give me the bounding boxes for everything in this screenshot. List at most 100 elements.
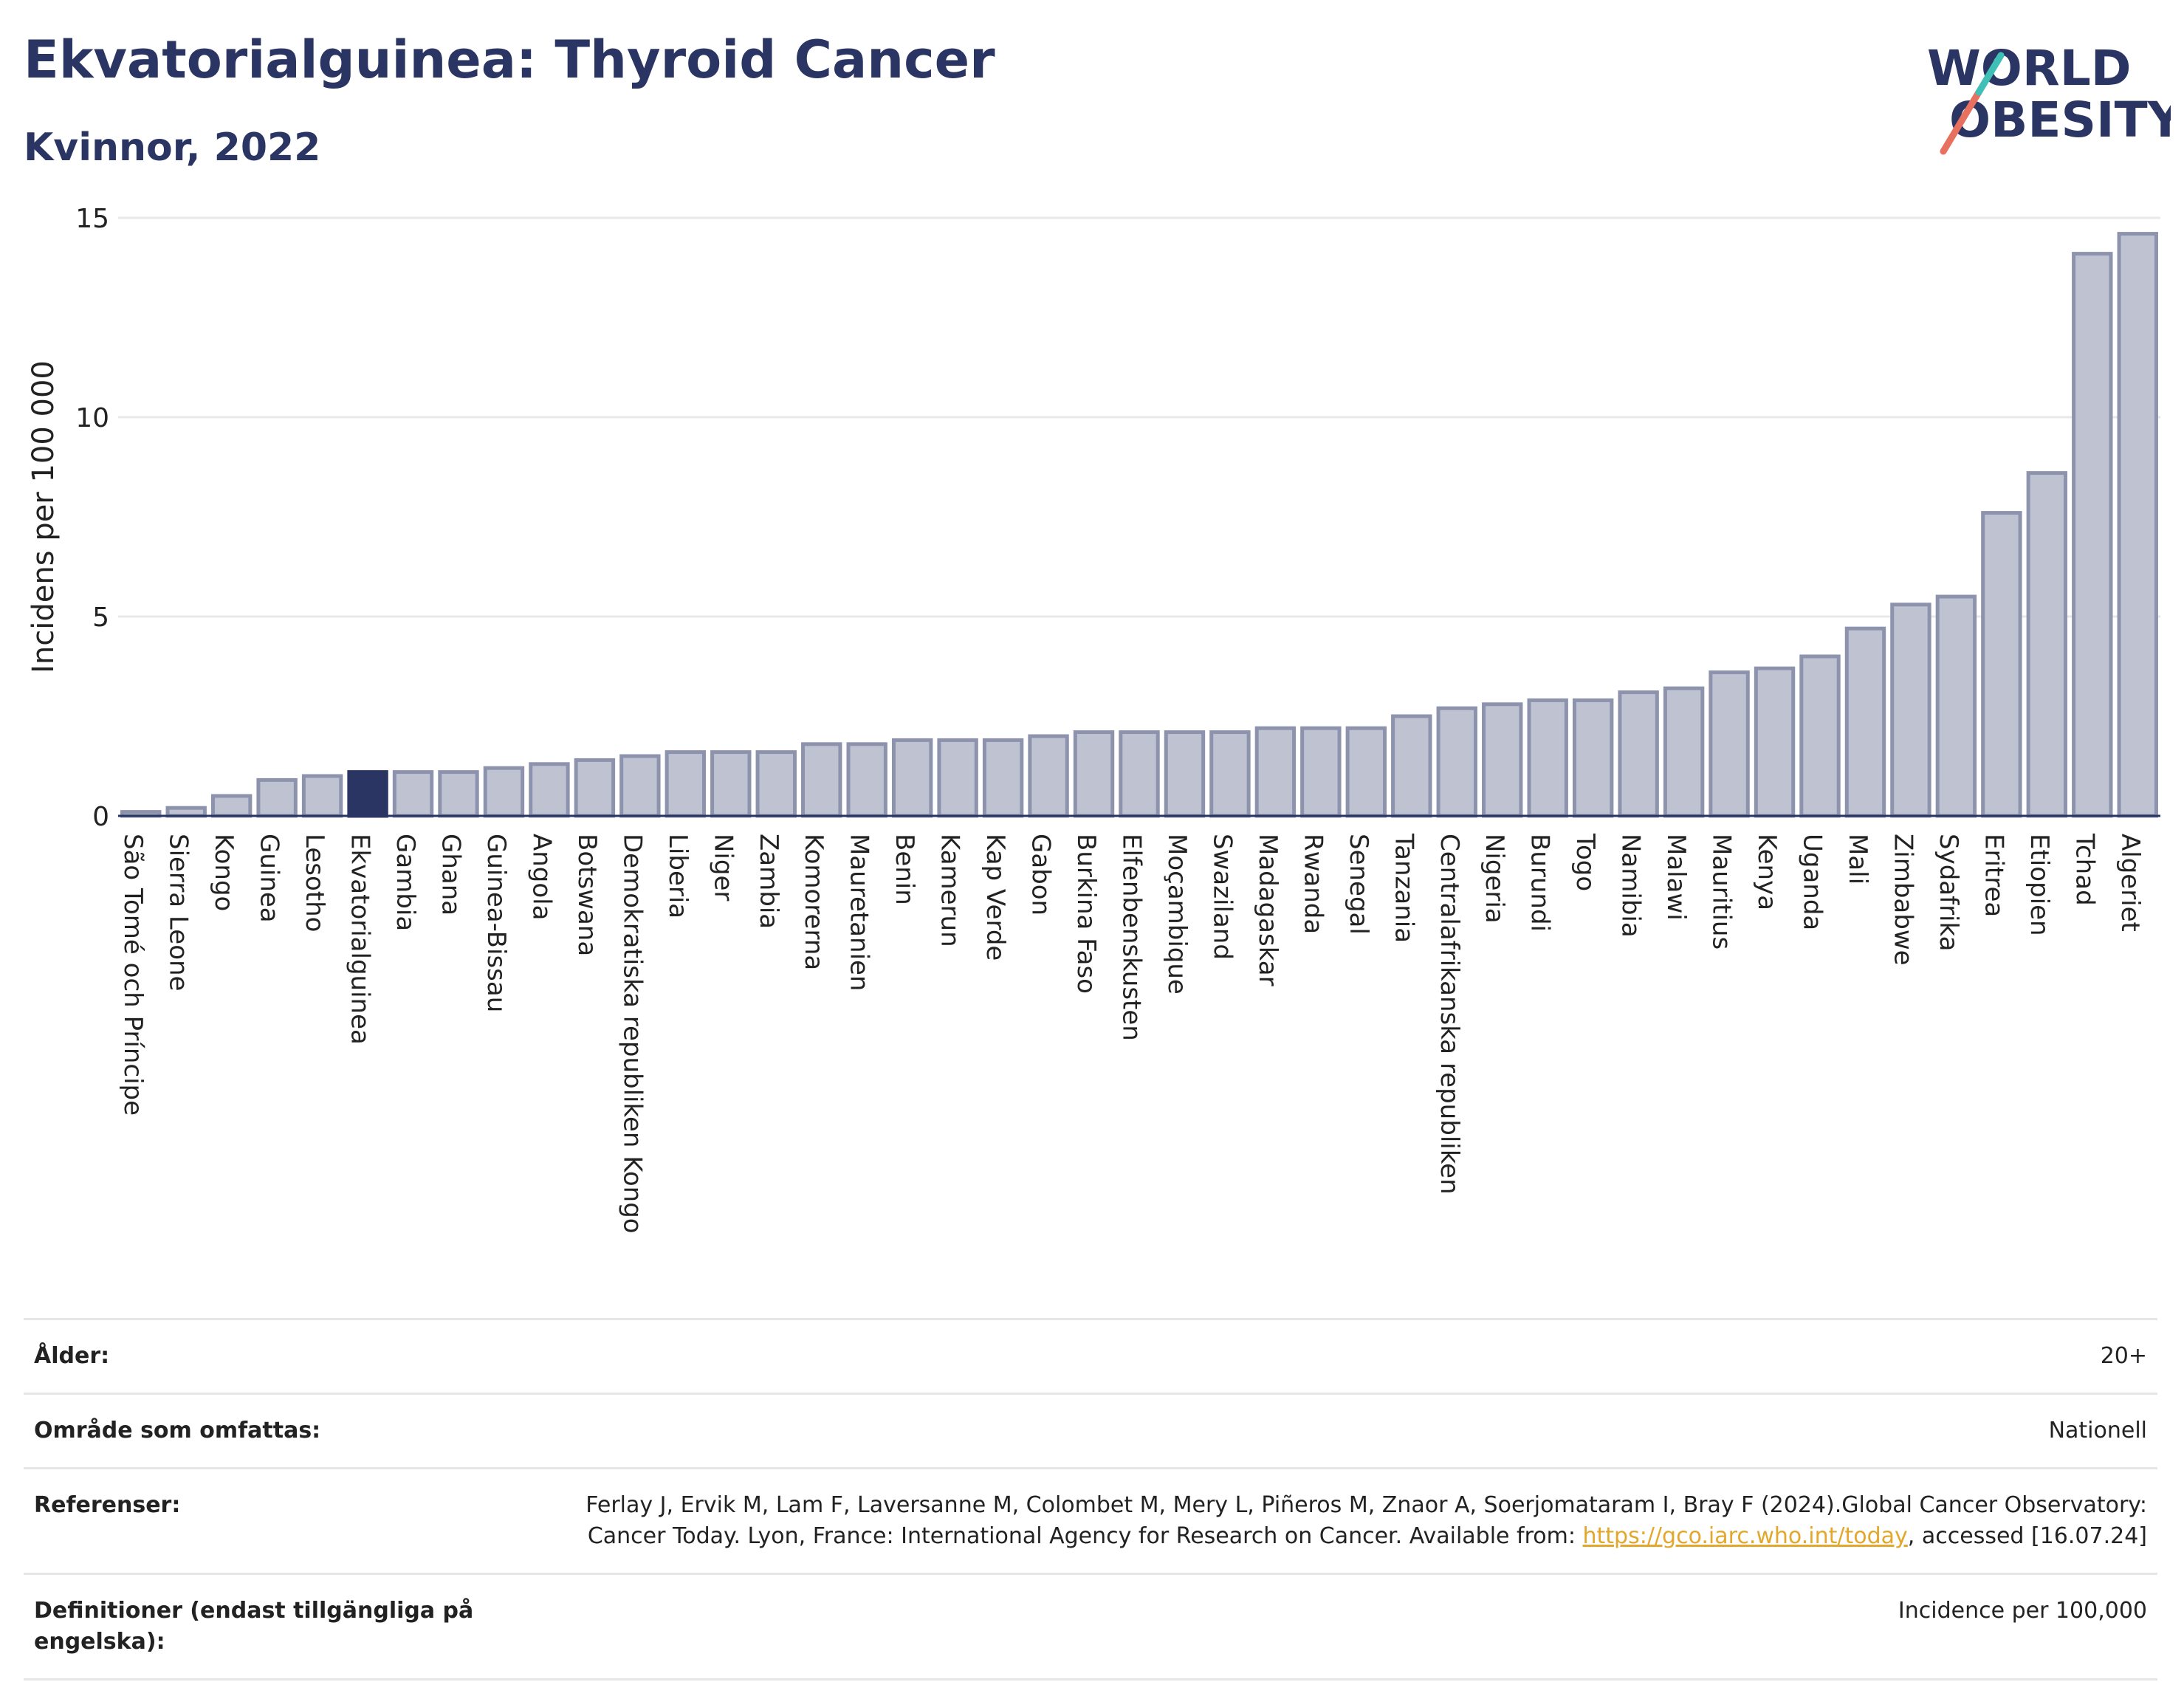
bar-algeriet[interactable] xyxy=(2117,232,2158,818)
bar-burundi[interactable] xyxy=(1527,698,1568,818)
x-tick-label: Komorerna xyxy=(799,834,828,970)
bar-madagaskar[interactable] xyxy=(1254,726,1297,818)
bar-sierra-leone[interactable] xyxy=(165,806,207,818)
bar-komorerna[interactable] xyxy=(801,742,842,818)
info-value: Ferlay J, Ervik M, Lam F, Laversanne M, … xyxy=(506,1490,2147,1552)
bar-lesotho[interactable] xyxy=(301,774,343,818)
x-tick-label: Swaziland xyxy=(1207,834,1237,960)
x-tick-label: Niger xyxy=(708,834,738,901)
info-row-age: Ålder: 20+ xyxy=(24,1318,2157,1393)
bar-mauritius[interactable] xyxy=(1709,670,1750,818)
bar-kap-verde[interactable] xyxy=(982,738,1024,818)
bar-nigeria[interactable] xyxy=(1482,702,1523,818)
x-tick-label: Burundi xyxy=(1525,834,1555,932)
bar-angola[interactable] xyxy=(529,762,570,818)
x-tick-label: Kap Verde xyxy=(981,834,1010,961)
bar-eritrea[interactable] xyxy=(1981,511,2022,818)
bar-mo-ambique[interactable] xyxy=(1164,730,1206,818)
x-tick-label: Ekvatorialguinea xyxy=(346,834,375,1045)
x-tick-label: Burkina Faso xyxy=(1071,834,1101,994)
bar-togo[interactable] xyxy=(1572,698,1614,818)
bar-namibia[interactable] xyxy=(1618,690,1659,818)
x-tick-label: Gambia xyxy=(391,834,420,931)
x-tick-label: Etiopien xyxy=(2025,834,2054,936)
x-tick-label: Centralafrikanska republiken xyxy=(1435,834,1464,1195)
bar-etiopien[interactable] xyxy=(2026,471,2068,818)
bar-mali[interactable] xyxy=(1844,626,1886,818)
x-tick-label: Togo xyxy=(1570,833,1600,891)
bar-gabon[interactable] xyxy=(1028,734,1069,818)
bar-malawi[interactable] xyxy=(1663,686,1705,818)
x-tick-label: Kongo xyxy=(209,834,238,911)
x-tick-label: Mauretanien xyxy=(845,834,874,992)
bar-guinea-bissau[interactable] xyxy=(483,766,525,818)
x-tick-label: Sydafrika xyxy=(1934,834,1963,951)
info-key: Område som omfattas: xyxy=(34,1418,321,1443)
x-tick-label: Namibia xyxy=(1616,834,1646,938)
x-tick-label: Ghana xyxy=(436,834,466,916)
world-obesity-logo[interactable]: WORLD OBESITY xyxy=(1927,37,2171,155)
x-tick-label: Eritrea xyxy=(1979,834,2008,917)
x-tick-label: Angola xyxy=(526,834,556,920)
bar-kenya[interactable] xyxy=(1754,666,1796,818)
bar-swaziland[interactable] xyxy=(1209,730,1251,818)
x-tick-label: Madagaskar xyxy=(1253,834,1282,986)
bar-sydafrika[interactable] xyxy=(1935,594,1977,818)
y-tick-label: 0 xyxy=(92,802,109,832)
info-value: Incidence per 100,000 xyxy=(1898,1598,2147,1624)
bar-tchad[interactable] xyxy=(2072,252,2113,818)
bar-chart: 0 5 10 15 São Tomé och Príncipe Sierra Leone… xyxy=(27,204,2160,1234)
bar-centralafrikanska-republiken[interactable] xyxy=(1436,706,1477,818)
x-tick-label: Tchad xyxy=(2070,833,2099,906)
bar-ekvatorialguinea[interactable] xyxy=(347,770,388,818)
x-tick-label: Kamerun xyxy=(935,834,965,947)
logo-slash-red xyxy=(1940,89,1982,155)
x-tick-label: Zambia xyxy=(754,834,783,929)
bar-burkina-faso[interactable] xyxy=(1073,730,1115,818)
bar-senegal[interactable] xyxy=(1345,726,1387,818)
info-key: Referenser: xyxy=(34,1492,181,1518)
x-tick-label: Zimbabwe xyxy=(1888,834,1917,966)
info-row-coverage: Område som omfattas: Nationell xyxy=(24,1393,2157,1467)
x-tick-label: Rwanda xyxy=(1298,834,1328,934)
x-tick-label: Elfenbenskusten xyxy=(1117,834,1147,1041)
bar-rwanda[interactable] xyxy=(1300,726,1342,818)
x-tick-label: Botswana xyxy=(572,834,602,956)
bar-uganda[interactable] xyxy=(1799,654,1841,818)
x-tick-label: Uganda xyxy=(1798,834,1827,930)
x-tick-label: Liberia xyxy=(663,834,693,919)
info-row-definitions: Definitioner (endast tillgängliga på eng… xyxy=(24,1573,2157,1680)
bar-kamerun[interactable] xyxy=(937,738,978,818)
bar-elfenbenskusten[interactable] xyxy=(1119,730,1160,818)
x-tick-label: Gabon xyxy=(1026,834,1056,916)
bar-guinea[interactable] xyxy=(256,777,298,818)
bar-demokratiska-republiken-kongo[interactable] xyxy=(619,754,661,818)
x-tick-label: Moçambique xyxy=(1162,834,1192,995)
bar-ghana[interactable] xyxy=(438,770,479,818)
bar-liberia[interactable] xyxy=(665,750,707,818)
x-tick-label: Malawi xyxy=(1661,834,1691,921)
chart-subtitle: Kvinnor, 2022 xyxy=(24,126,321,170)
y-tick-label: 10 xyxy=(75,403,109,433)
x-tick-label: Guinea xyxy=(255,834,284,923)
x-tick-label: Sierra Leone xyxy=(164,834,193,991)
bar-zambia[interactable] xyxy=(755,750,797,818)
logo-line2: OBESITY xyxy=(1949,92,2171,148)
bar-tanzania[interactable] xyxy=(1391,714,1432,818)
bar-zimbabwe[interactable] xyxy=(1890,602,1931,818)
x-tick-label: Algeriet xyxy=(2115,834,2145,932)
x-tick-label: Mali xyxy=(1843,834,1872,885)
bar-niger[interactable] xyxy=(710,750,752,818)
bar-botswana[interactable] xyxy=(574,758,616,818)
bar-benin[interactable] xyxy=(891,738,933,818)
bar-gambia[interactable] xyxy=(392,770,434,818)
reference-link[interactable]: https://gco.iarc.who.int/today xyxy=(1582,1523,1908,1549)
x-tick-label: Benin xyxy=(890,834,919,905)
bar-mauretanien[interactable] xyxy=(846,742,887,818)
y-tick-label: 5 xyxy=(92,602,109,633)
x-tick-label: Mauritius xyxy=(1707,834,1737,950)
chart-title: Ekvatorialguinea: Thyroid Cancer xyxy=(24,30,995,90)
x-tick-label: Lesotho xyxy=(300,834,329,932)
bar-kongo[interactable] xyxy=(210,794,253,818)
x-tick-label: Guinea-Bissau xyxy=(481,834,511,1012)
